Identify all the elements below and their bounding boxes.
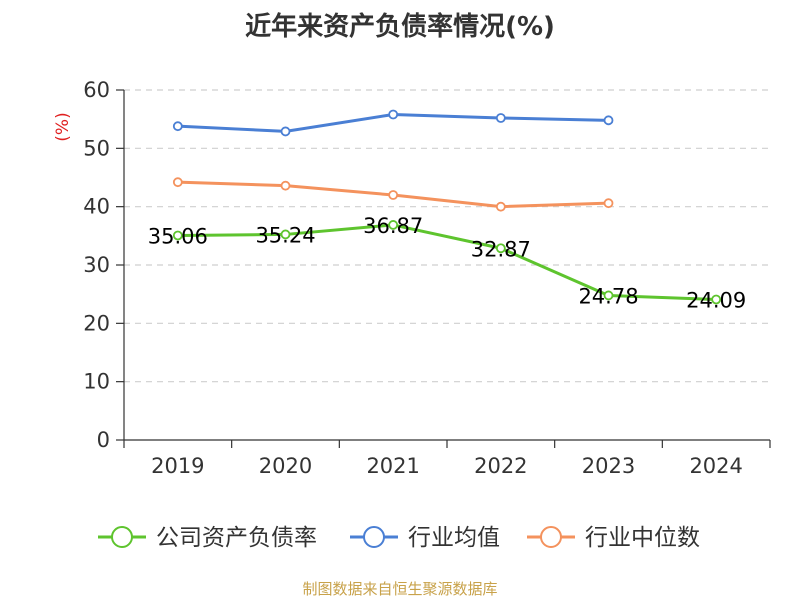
- data-point: [388, 220, 399, 230]
- chart-title: 近年来资产负债率情况(%): [245, 12, 555, 42]
- data-point: [495, 243, 506, 254]
- data-label: 24.78: [578, 284, 638, 308]
- data-point: [495, 113, 506, 123]
- data-label: 35.24: [255, 223, 315, 247]
- y-tick-label: 20: [83, 311, 110, 335]
- data-point: [603, 198, 614, 209]
- y-tick-labels: 0 10 20 30 40 50 60: [83, 78, 110, 452]
- data-point: [388, 190, 399, 200]
- data-label: 36.87: [363, 214, 423, 238]
- y-tick-label: 0: [97, 428, 110, 452]
- data-point: [280, 126, 291, 137]
- data-point: [603, 290, 614, 301]
- x-tick-label: 2024: [689, 454, 742, 478]
- legend-marker: [540, 526, 562, 548]
- axes: [116, 89, 771, 448]
- series-line-0: [177, 223, 717, 301]
- y-tick-label: 40: [83, 195, 110, 219]
- data-labels: 35.06 35.24 36.87 32.87 24.78 24.09: [148, 214, 746, 313]
- x-tick-label: 2020: [259, 454, 312, 478]
- x-tick-label: 2021: [366, 454, 419, 478]
- data-point: [280, 180, 291, 191]
- y-tick-label: 30: [83, 253, 110, 277]
- legend: 公司资产负债率 行业均值 行业中位数: [98, 525, 700, 551]
- data-point: [172, 177, 183, 188]
- x-tick-label: 2022: [474, 454, 527, 478]
- y-tick-label: 10: [83, 370, 110, 394]
- y-tick-label: 50: [83, 136, 110, 160]
- legend-label: 行业中位数: [585, 525, 700, 551]
- data-label: 32.87: [471, 237, 531, 261]
- data-point: [280, 229, 291, 240]
- data-point: [172, 230, 183, 241]
- y-tick-label: 60: [83, 78, 110, 102]
- legend-label: 行业均值: [408, 525, 500, 551]
- source-footer: 制图数据来自恒生聚源数据库: [302, 580, 498, 598]
- data-point: [711, 294, 722, 305]
- legend-marker: [363, 526, 385, 548]
- x-tick-labels: 2019 2020 2021 2022 2023 2024: [151, 454, 743, 478]
- data-label: 35.06: [148, 224, 208, 248]
- legend-label: 公司资产负债率: [156, 525, 317, 551]
- y-axis-label: (%): [53, 112, 73, 141]
- data-point: [388, 109, 399, 120]
- series-lines: [172, 109, 722, 305]
- data-point: [495, 201, 506, 212]
- data-point: [603, 115, 614, 126]
- legend-marker: [111, 526, 133, 548]
- data-label: 24.09: [686, 288, 746, 312]
- grid-lines: [124, 89, 770, 383]
- x-tick-label: 2023: [582, 454, 635, 478]
- data-point: [172, 121, 183, 132]
- x-tick-label: 2019: [151, 454, 204, 478]
